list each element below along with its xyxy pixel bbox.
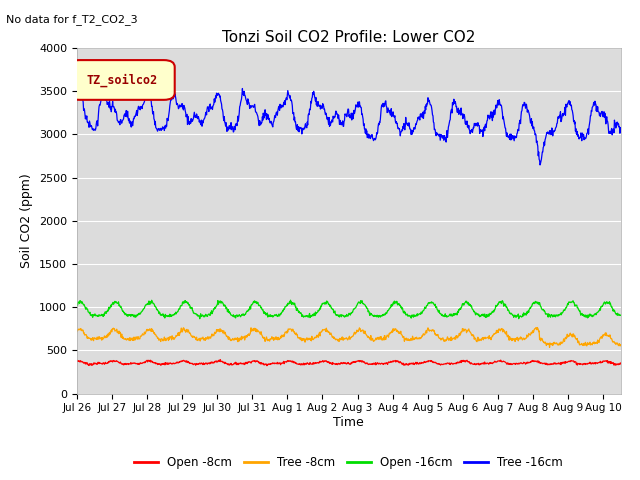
- Open -16cm: [73, 301, 81, 307]
- Tree -8cm: [534, 324, 541, 330]
- Open -8cm: [145, 358, 153, 363]
- Tree -16cm: [73, 69, 81, 74]
- Tree -8cm: [73, 329, 81, 335]
- Open -8cm: [73, 358, 81, 363]
- Tree -16cm: [617, 128, 625, 133]
- X-axis label: Time: Time: [333, 416, 364, 429]
- Open -16cm: [310, 312, 317, 318]
- Tree -8cm: [370, 338, 378, 344]
- Tree -8cm: [359, 327, 367, 333]
- Open -8cm: [360, 359, 367, 364]
- Text: No data for f_T2_CO2_3: No data for f_T2_CO2_3: [6, 14, 138, 25]
- Open -16cm: [145, 298, 153, 304]
- Text: TZ_soilco2: TZ_soilco2: [86, 73, 157, 87]
- Open -16cm: [287, 297, 294, 303]
- Tree -16cm: [145, 95, 153, 100]
- Tree -8cm: [256, 331, 264, 337]
- Tree -16cm: [370, 136, 378, 142]
- Tree -8cm: [164, 337, 172, 343]
- Line: Tree -8cm: Tree -8cm: [77, 327, 621, 348]
- FancyBboxPatch shape: [68, 60, 175, 100]
- Open -16cm: [617, 312, 625, 318]
- Tree -8cm: [145, 328, 153, 334]
- Open -16cm: [371, 313, 379, 319]
- Tree -16cm: [359, 114, 367, 120]
- Open -8cm: [371, 361, 379, 367]
- Open -16cm: [196, 316, 204, 322]
- Open -8cm: [164, 361, 172, 367]
- Open -8cm: [257, 361, 264, 367]
- Tree -16cm: [164, 114, 172, 120]
- Tree -16cm: [309, 90, 317, 96]
- Open -8cm: [216, 357, 224, 362]
- Open -8cm: [310, 361, 317, 367]
- Tree -8cm: [617, 342, 625, 348]
- Y-axis label: Soil CO2 (ppm): Soil CO2 (ppm): [20, 173, 33, 268]
- Legend: Open -8cm, Tree -8cm, Open -16cm, Tree -16cm: Open -8cm, Tree -8cm, Open -16cm, Tree -…: [130, 452, 568, 474]
- Open -8cm: [263, 363, 271, 369]
- Open -8cm: [617, 361, 625, 367]
- Line: Open -8cm: Open -8cm: [77, 360, 621, 366]
- Open -16cm: [360, 300, 367, 306]
- Tree -8cm: [546, 345, 554, 350]
- Tree -16cm: [536, 162, 544, 168]
- Open -16cm: [257, 303, 264, 309]
- Open -16cm: [164, 313, 172, 319]
- Tree -8cm: [309, 336, 317, 342]
- Line: Open -16cm: Open -16cm: [77, 300, 621, 319]
- Title: Tonzi Soil CO2 Profile: Lower CO2: Tonzi Soil CO2 Profile: Lower CO2: [222, 30, 476, 46]
- Line: Tree -16cm: Tree -16cm: [77, 72, 621, 165]
- Tree -16cm: [256, 119, 264, 125]
